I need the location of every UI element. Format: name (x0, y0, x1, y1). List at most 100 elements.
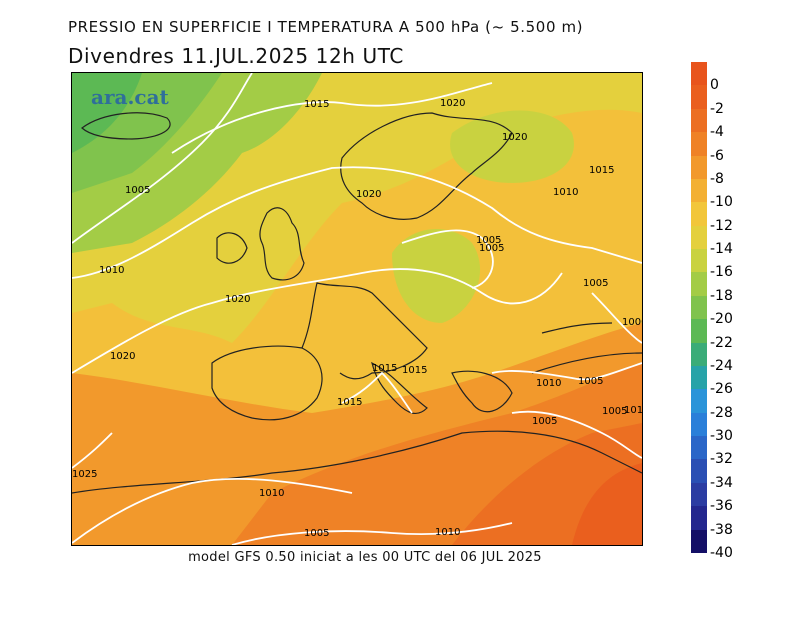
isobar-1005-west (72, 73, 253, 244)
isobar-1025-atlantic (72, 432, 113, 469)
aracat-logo: ara.cat (91, 85, 169, 109)
legend-swatch (691, 319, 707, 344)
legend-label: -28 (710, 404, 733, 421)
isobar-1020-iberia (72, 268, 563, 374)
legend-label: -34 (710, 474, 733, 491)
great-britain-coast (259, 207, 305, 281)
legend-label: -38 (710, 521, 733, 538)
legend-label: -2 (710, 100, 724, 117)
legend-swatch (691, 272, 707, 297)
isobar-label: 1020 (502, 132, 527, 143)
legend-label: -22 (710, 334, 733, 351)
legend-swatch (691, 436, 707, 460)
legend-swatch (691, 365, 707, 390)
legend-swatch (691, 295, 707, 320)
isobar-1005-central (401, 229, 494, 289)
legend-swatch (691, 342, 707, 367)
legend-swatch (691, 178, 707, 203)
legend-swatch (691, 155, 707, 180)
anatolia-coast (531, 352, 642, 374)
iceland-coast (81, 112, 171, 140)
legend-label: -36 (710, 498, 733, 515)
isobar-label: 1005 (479, 243, 504, 254)
isobar-1010-west (72, 166, 642, 279)
isobar-label: 1015 (337, 397, 362, 408)
legend-swatch (691, 459, 707, 484)
isobar-label: 1005 (125, 185, 150, 196)
isobar-label: 1015 (402, 365, 427, 376)
legend-swatch (691, 506, 707, 531)
model-footer: model GFS 0.50 iniciat a les 00 UTC del … (188, 550, 542, 565)
isobar-label: 1025 (72, 469, 97, 480)
temperature-band-2 (572, 463, 642, 545)
isobar-label: 1010 (536, 378, 561, 389)
isobar-label: 1020 (440, 98, 465, 109)
isobar-1005-sahara (231, 522, 513, 545)
map-title: PRESSIO EN SUPERFICIE I TEMPERATURA A 50… (68, 18, 584, 36)
legend-swatch (691, 529, 707, 554)
isobar-label: 1020 (356, 189, 381, 200)
isobar-1000-east (591, 292, 642, 344)
temperature-band-16-central (392, 229, 481, 323)
legend-label: -14 (710, 241, 733, 258)
isobar-label: 1005 (532, 416, 557, 427)
legend-swatch (691, 108, 707, 133)
isobar-label: 1020 (110, 351, 135, 362)
isobar-1005-east (511, 410, 642, 459)
legend-swatch (691, 62, 707, 86)
isobar-label: 1005 (304, 528, 329, 539)
legend-label: 0 (710, 77, 719, 94)
isobar-1010-greece (491, 362, 642, 381)
isobar-label: 1010 (624, 405, 642, 416)
weather-map: 1015 1020 1020 1005 1010 1020 1015 1010 … (71, 72, 643, 546)
isobar-label: 1005 (578, 376, 603, 387)
legend-swatch (691, 225, 707, 250)
legend-swatch (691, 482, 707, 507)
isobar-label: 1010 (99, 265, 124, 276)
isobar-label: 1010 (435, 527, 460, 538)
legend-swatch (691, 249, 707, 273)
legend-swatch (691, 389, 707, 414)
ireland-coast (216, 232, 248, 264)
legend-label: -10 (710, 194, 733, 211)
legend-label: -6 (710, 147, 724, 164)
legend-label: -4 (710, 124, 724, 141)
legend-swatch (691, 132, 707, 157)
isobar-label: 1020 (225, 294, 250, 305)
isobar-label: 1005 (602, 406, 627, 417)
legend-label: -16 (710, 264, 733, 281)
legend-label: -24 (710, 357, 733, 374)
map-canvas: 1015 1020 1020 1005 1010 1020 1015 1010 … (72, 73, 642, 545)
isobar-1015-north (171, 82, 493, 154)
legend-label: -40 (710, 545, 733, 561)
balkans-coast (451, 370, 513, 413)
isobar-label: 1015 (589, 165, 614, 176)
isobar-1015-mediterranean (341, 371, 413, 414)
italy-coast (371, 361, 428, 415)
isobar-label: 1010 (259, 488, 284, 499)
legend-label: -20 (710, 311, 733, 328)
temperature-legend: 0 -2 -4 -6 -8 -10 -12 -14 -16 -18 -20 -22 -24 -26 -28 -… (691, 62, 733, 561)
legend-swatch (691, 202, 707, 227)
legend-label: -8 (710, 170, 724, 187)
scandinavia-coast (340, 112, 513, 220)
isobar-label: 1000 (622, 317, 642, 328)
central-europe-coast (301, 282, 428, 380)
isobars (72, 73, 642, 545)
legend-swatch (691, 85, 707, 110)
legend-label: -30 (710, 428, 733, 445)
iberia-coast (211, 345, 323, 421)
legend-label: -12 (710, 217, 733, 234)
legend-swatch (691, 412, 707, 437)
black-sea-coast (541, 322, 613, 334)
isobar-label: 1005 (476, 235, 501, 246)
map-subtitle: Divendres 11.JUL.2025 12h UTC (68, 44, 404, 68)
north-africa-coast (72, 430, 642, 494)
isobar-label: 1005 (583, 278, 608, 289)
isobar-label: 1010 (553, 187, 578, 198)
isobar-label: 1015 (372, 363, 397, 374)
legend-label: -18 (710, 287, 733, 304)
legend-label: -32 (710, 451, 733, 468)
legend-label: -26 (710, 381, 733, 398)
isobar-1010-africa (72, 477, 353, 544)
